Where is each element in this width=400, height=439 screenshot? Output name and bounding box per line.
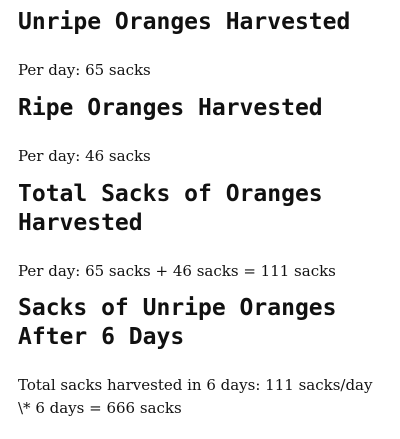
section-heading: Sacks of Unripe Oranges After 6 Days: [18, 295, 337, 350]
section-text: Per day: 65 sacks + 46 sacks = 111 sacks: [18, 262, 336, 280]
document-page: Unripe Oranges Harvested Per day: 65 sac…: [18, 8, 388, 420]
section-text: Total sacks harvested in 6 days: 111 sac…: [18, 376, 373, 417]
section-unripe-after-days: Sacks of Unripe Oranges After 6 Days Tot…: [18, 294, 388, 420]
section-heading: Unripe Oranges Harvested: [18, 9, 351, 35]
section-total-sacks: Total Sacks of Oranges Harvested Per day…: [18, 180, 388, 283]
section-ripe-oranges: Ripe Oranges Harvested Per day: 46 sacks: [18, 94, 388, 168]
section-text: Per day: 65 sacks: [18, 61, 151, 79]
section-text: Per day: 46 sacks: [18, 147, 151, 165]
section-heading: Total Sacks of Oranges Harvested: [18, 181, 323, 236]
section-unripe-oranges: Unripe Oranges Harvested Per day: 65 sac…: [18, 8, 388, 82]
section-heading: Ripe Oranges Harvested: [18, 95, 323, 121]
